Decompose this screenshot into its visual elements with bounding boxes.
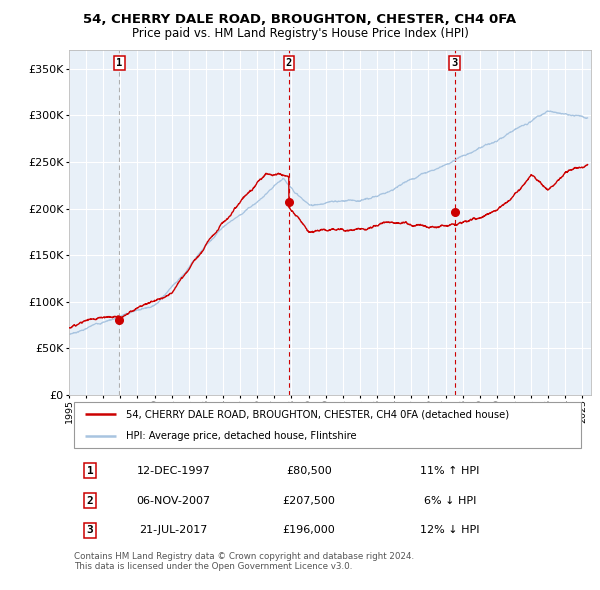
Text: Contains HM Land Registry data © Crown copyright and database right 2024.
This d: Contains HM Land Registry data © Crown c… bbox=[74, 552, 415, 571]
Text: 3: 3 bbox=[452, 58, 458, 68]
Text: Price paid vs. HM Land Registry's House Price Index (HPI): Price paid vs. HM Land Registry's House … bbox=[131, 27, 469, 40]
Text: 3: 3 bbox=[86, 525, 93, 535]
Text: £80,500: £80,500 bbox=[286, 466, 332, 476]
Text: £207,500: £207,500 bbox=[283, 496, 335, 506]
Text: 21-JUL-2017: 21-JUL-2017 bbox=[139, 525, 208, 535]
Text: 54, CHERRY DALE ROAD, BROUGHTON, CHESTER, CH4 0FA: 54, CHERRY DALE ROAD, BROUGHTON, CHESTER… bbox=[83, 13, 517, 26]
Text: HPI: Average price, detached house, Flintshire: HPI: Average price, detached house, Flin… bbox=[127, 431, 357, 441]
FancyBboxPatch shape bbox=[74, 402, 581, 448]
Text: 2: 2 bbox=[286, 58, 292, 68]
Text: £196,000: £196,000 bbox=[283, 525, 335, 535]
Text: 1: 1 bbox=[116, 58, 122, 68]
Text: 12-DEC-1997: 12-DEC-1997 bbox=[137, 466, 210, 476]
Text: 1: 1 bbox=[86, 466, 93, 476]
Text: 54, CHERRY DALE ROAD, BROUGHTON, CHESTER, CH4 0FA (detached house): 54, CHERRY DALE ROAD, BROUGHTON, CHESTER… bbox=[127, 409, 509, 419]
Text: 6% ↓ HPI: 6% ↓ HPI bbox=[424, 496, 476, 506]
Text: 11% ↑ HPI: 11% ↑ HPI bbox=[421, 466, 480, 476]
Text: 12% ↓ HPI: 12% ↓ HPI bbox=[421, 525, 480, 535]
Text: 2: 2 bbox=[86, 496, 93, 506]
Text: 06-NOV-2007: 06-NOV-2007 bbox=[136, 496, 211, 506]
